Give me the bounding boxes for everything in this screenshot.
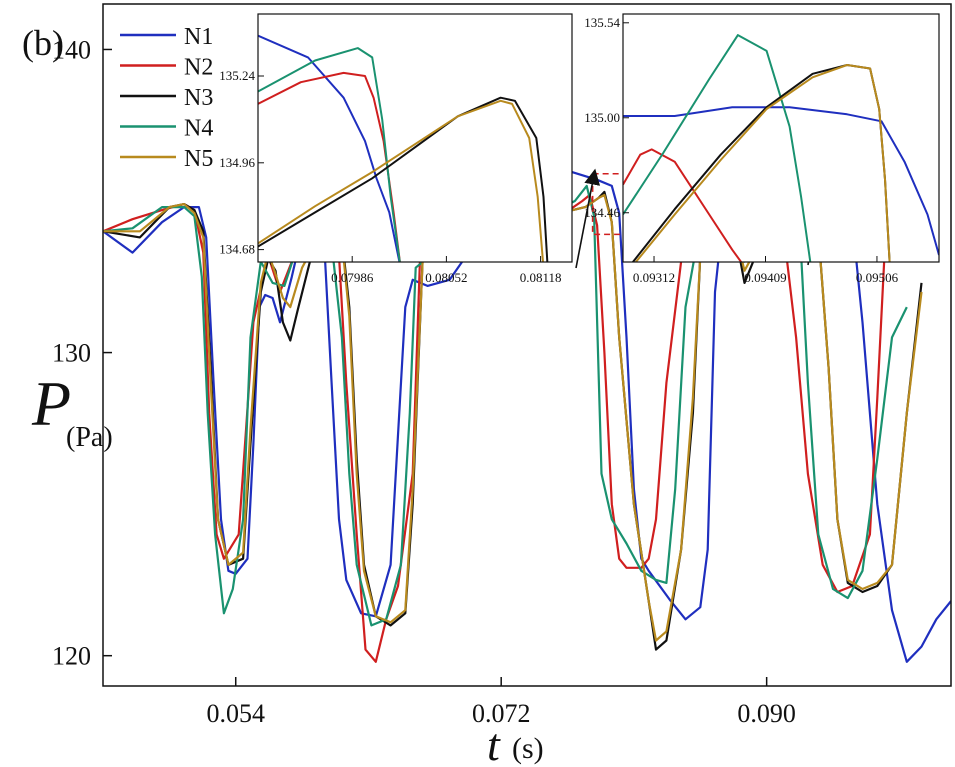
x-axis-label: t (487, 719, 501, 767)
legend-label-n1: N1 (184, 24, 213, 50)
legend-label-n5: N5 (184, 146, 213, 172)
arrow-left (575, 168, 601, 269)
inset-y-tick-label: 135.24 (219, 68, 255, 83)
inset-y-tick-label: 134.68 (219, 242, 255, 257)
inset-line-n1 (623, 106, 939, 256)
inset-y-tick-label: 135.00 (584, 110, 620, 125)
inset-x-tick-label: 0.09312 (633, 270, 675, 285)
inset-x-tick-label: 0.09506 (856, 270, 899, 285)
legend: N1 N2 N3 N4 N5 (120, 24, 213, 172)
inset-frame (257, 13, 573, 263)
inset-y-tick-label: 134.96 (219, 155, 255, 170)
inset-line-n4 (623, 34, 812, 262)
inset-x-tick-label: 0.09409 (744, 270, 786, 285)
inset-series-group (258, 34, 549, 262)
main-axes: 0.054 0.072 0.090 120 130 140 (52, 3, 952, 728)
inset-line-n5 (634, 64, 891, 262)
y-tick-label: 140 (52, 35, 91, 64)
inset-frame (622, 13, 940, 263)
inset-line-n1 (258, 34, 401, 262)
inset-line-n3 (258, 96, 549, 262)
inset-left: 0.07986 0.08052 0.08118 134.68 134.96 135.24 (219, 13, 573, 285)
inset-x-tick-label: 0.08052 (425, 270, 467, 285)
inset-series-group (623, 34, 939, 262)
y-tick-label: 130 (52, 339, 91, 368)
y-axis-label: P (31, 368, 71, 439)
x-axis-unit: (s) (512, 732, 544, 765)
inset-y-tick-label: 134.46 (584, 205, 620, 220)
inset-right: 0.09312 0.09409 0.09506 134.46 135.00 135.54 (584, 13, 940, 285)
legend-label-n2: N2 (184, 55, 213, 81)
inset-line-n5 (258, 99, 544, 262)
y-axis-unit: (Pa) (66, 422, 113, 453)
legend-label-n4: N4 (184, 116, 213, 142)
inset-line-n4 (258, 47, 401, 262)
inset-line-n2 (623, 148, 743, 262)
inset-x-tick-label: 0.07986 (331, 270, 374, 285)
x-tick-label: 0.090 (737, 699, 796, 728)
series-line-n2 (103, 193, 918, 663)
legend-label-n3: N3 (184, 85, 213, 111)
inset-y-tick-label: 135.54 (584, 15, 620, 30)
panel-label: (b) (22, 23, 64, 63)
inset-background (258, 14, 572, 262)
x-tick-label: 0.054 (206, 699, 265, 728)
x-tick-label: 0.072 (472, 699, 531, 728)
main-frame (102, 3, 952, 687)
y-tick-label: 120 (52, 642, 91, 671)
inset-x-tick-label: 0.08118 (520, 270, 562, 285)
